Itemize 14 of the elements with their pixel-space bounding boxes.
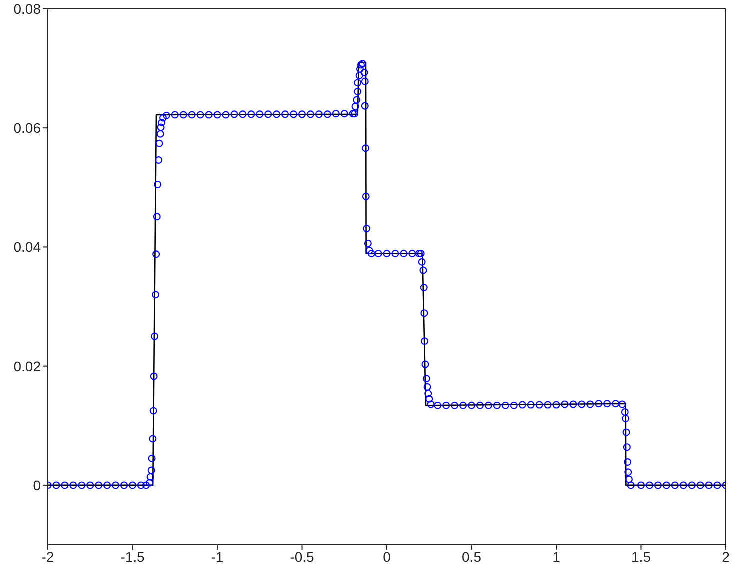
- x-tick-label: 2: [722, 548, 730, 565]
- x-tick-label: -1.5: [120, 548, 146, 565]
- y-tick-label: 0: [33, 477, 42, 494]
- x-tick-label: -0.5: [290, 548, 315, 565]
- x-tick-label: 1: [552, 548, 561, 565]
- y-tick-label: 0.02: [14, 358, 42, 374]
- x-tick-label: 0: [383, 548, 392, 565]
- x-tick-label: -2: [42, 548, 54, 565]
- y-tick-label: 0.08: [14, 0, 42, 17]
- y-tick-label: 0.04: [14, 239, 42, 256]
- x-tick-label: 0.5: [462, 548, 482, 565]
- x-tick-label: 1.5: [632, 548, 652, 565]
- x-tick-label: -1: [211, 548, 224, 565]
- y-tick-label: 0.06: [14, 120, 42, 136]
